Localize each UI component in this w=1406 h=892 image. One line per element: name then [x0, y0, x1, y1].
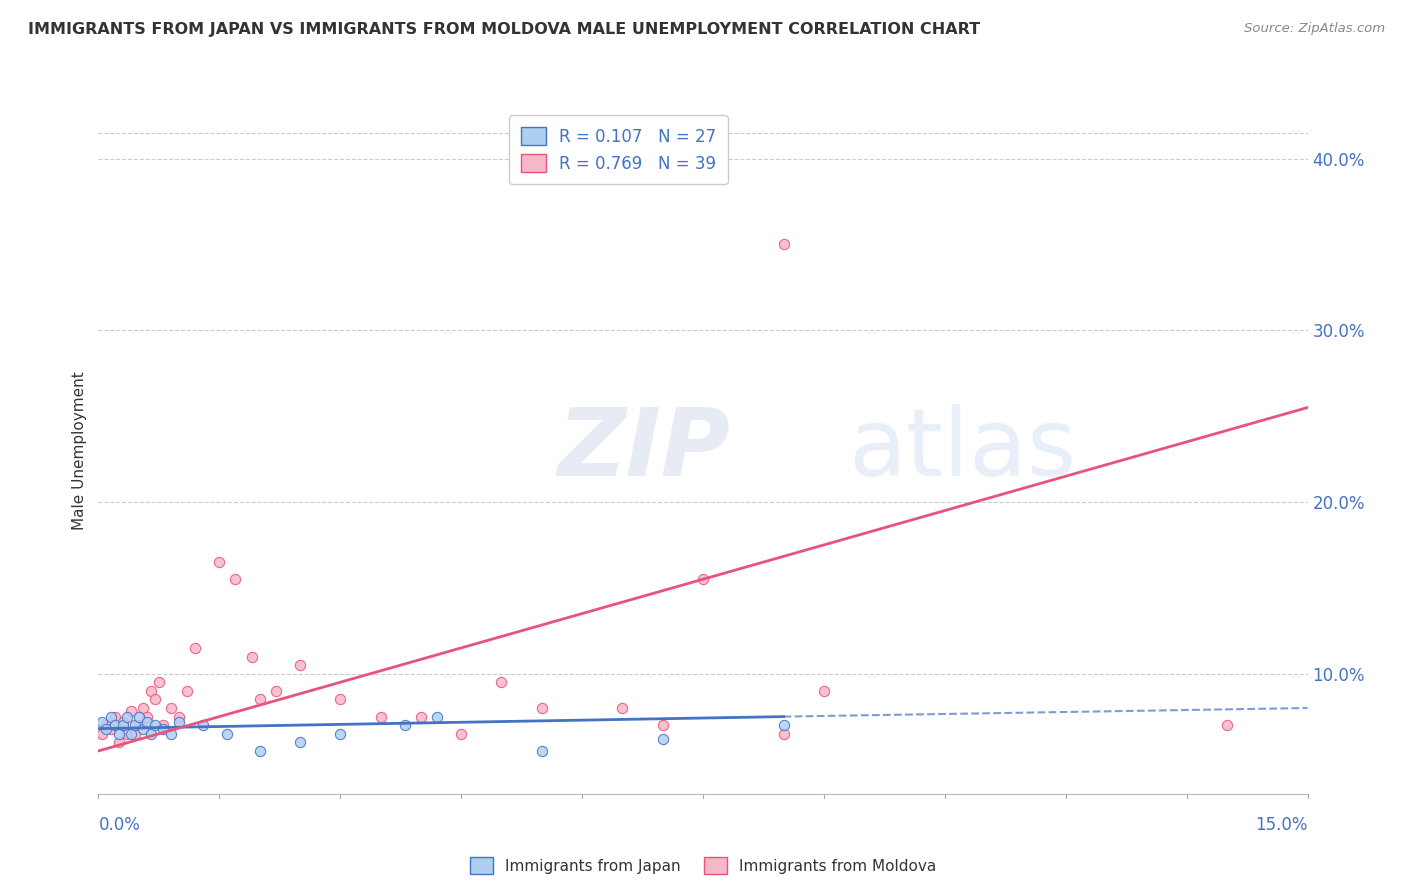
Text: 15.0%: 15.0% [1256, 816, 1308, 834]
Point [111, 714, 134, 729]
Point [100, 709, 122, 723]
Point [651, 731, 673, 746]
Point [139, 683, 162, 698]
Point [115, 727, 138, 741]
Point [135, 714, 157, 729]
Point [772, 237, 794, 252]
Point [772, 727, 794, 741]
Point [288, 658, 311, 673]
Point [772, 718, 794, 732]
Point [184, 640, 207, 655]
Point [132, 701, 155, 715]
Point [96, 722, 118, 736]
Point [249, 744, 271, 758]
Point [115, 709, 138, 723]
Point [249, 692, 271, 706]
Point [103, 718, 125, 732]
Point [107, 727, 129, 741]
Point [329, 727, 352, 741]
Point [160, 727, 183, 741]
Point [100, 722, 122, 736]
Point [132, 722, 155, 736]
Point [143, 718, 166, 732]
Point [148, 675, 170, 690]
Point [111, 718, 134, 732]
Point [160, 701, 183, 715]
Point [692, 572, 714, 586]
Point [176, 683, 198, 698]
Point [394, 718, 416, 732]
Point [135, 709, 157, 723]
Point [1216, 718, 1239, 732]
Point [143, 692, 166, 706]
Point [264, 683, 287, 698]
Point [450, 727, 472, 741]
Point [409, 709, 432, 723]
Point [530, 701, 553, 715]
Text: atlas: atlas [848, 404, 1077, 497]
Point [152, 718, 174, 732]
Point [329, 692, 352, 706]
Point [224, 572, 246, 586]
Point [167, 709, 190, 723]
Point [651, 718, 673, 732]
Point [128, 709, 150, 723]
Text: IMMIGRANTS FROM JAPAN VS IMMIGRANTS FROM MOLDOVA MALE UNEMPLOYMENT CORRELATION C: IMMIGRANTS FROM JAPAN VS IMMIGRANTS FROM… [28, 22, 980, 37]
Point [120, 705, 142, 719]
Y-axis label: Male Unemployment: Male Unemployment [72, 371, 87, 530]
Text: ZIP: ZIP [558, 404, 731, 497]
Text: Source: ZipAtlas.com: Source: ZipAtlas.com [1244, 22, 1385, 36]
Point [167, 714, 190, 729]
Point [91, 727, 114, 741]
Point [288, 735, 311, 749]
Point [91, 714, 114, 729]
Point [124, 718, 146, 732]
Point [96, 718, 118, 732]
Point [370, 709, 392, 723]
Point [128, 718, 150, 732]
Point [139, 727, 162, 741]
Point [107, 735, 129, 749]
Text: 0.0%: 0.0% [98, 816, 141, 834]
Point [612, 701, 634, 715]
Point [530, 744, 553, 758]
Point [426, 709, 449, 723]
Point [217, 727, 239, 741]
Point [152, 722, 174, 736]
Point [208, 555, 231, 569]
Point [813, 683, 835, 698]
Point [193, 718, 215, 732]
Legend: R = 0.107   N = 27, R = 0.769   N = 39: R = 0.107 N = 27, R = 0.769 N = 39 [509, 115, 728, 185]
Point [120, 727, 142, 741]
Point [491, 675, 513, 690]
Point [103, 709, 125, 723]
Point [240, 649, 263, 664]
Legend: Immigrants from Japan, Immigrants from Moldova: Immigrants from Japan, Immigrants from M… [464, 851, 942, 880]
Point [124, 727, 146, 741]
